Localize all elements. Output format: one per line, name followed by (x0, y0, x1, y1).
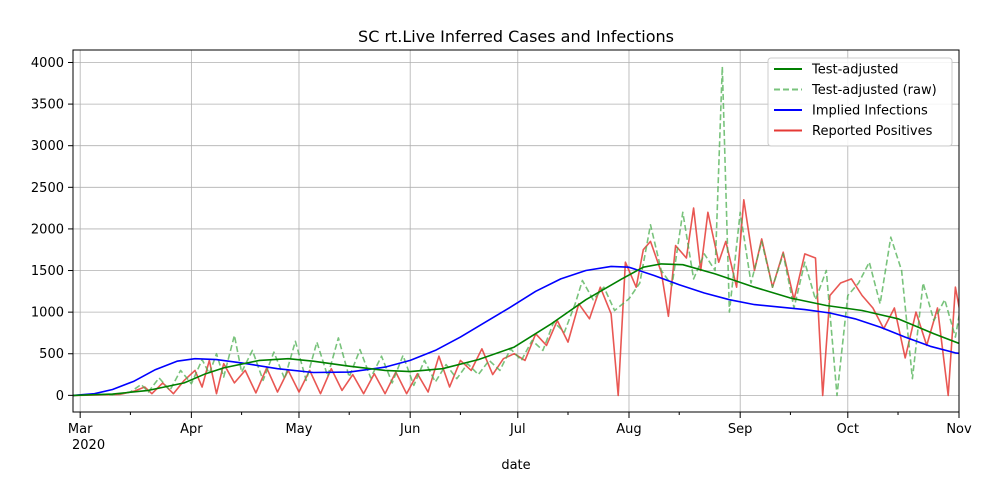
chart-title: SC rt.Live Inferred Cases and Infections (358, 27, 674, 46)
x-tick-label: Aug (616, 422, 641, 437)
legend-box (767, 57, 953, 147)
y-tick-label: 0 (56, 389, 64, 404)
series-line-implied-infections (73, 265, 959, 397)
y-tick-label: 3000 (31, 139, 64, 154)
x-tick-label: Sep (728, 422, 753, 437)
x-tick-label: Jul (509, 422, 526, 437)
legend-label: Test-adjusted (raw) (811, 83, 937, 98)
x-tick-label: Jun (399, 422, 420, 437)
y-tick-label: 4000 (31, 56, 64, 71)
plot-frame (72, 49, 960, 413)
legend: Test-adjusted Test-adjusted (raw) Implied … (767, 57, 953, 147)
series-line-reported-positives (73, 199, 959, 397)
x-axis-label: date (501, 458, 530, 473)
x-tick-label: Mar (68, 422, 93, 437)
y-tick-label: 2500 (31, 181, 64, 196)
y-tick-label: 3500 (31, 98, 64, 113)
series-line-test-adjusted-raw (73, 65, 959, 397)
legend-label: Test-adjusted (811, 63, 898, 78)
series-lines (73, 65, 959, 397)
x-tick-label: Nov (946, 422, 972, 437)
legend-label: Reported Positives (812, 124, 933, 139)
x-tick-label: Apr (180, 422, 203, 437)
y-tick-label: 1500 (31, 264, 64, 279)
series-line-test-adjusted (73, 263, 959, 397)
y-tick-label: 1000 (31, 306, 64, 321)
y-tick-label: 2000 (31, 222, 64, 237)
x-tick-sublabel: 2020 (72, 438, 105, 453)
legend-label: Implied Infections (812, 104, 928, 119)
axes: Mar Apr May Jun Jul Aug Sep Oct Nov 0 500 1000 1500 2… (31, 49, 972, 437)
grid-lines (73, 50, 960, 412)
x-tick-label: May (286, 422, 313, 437)
y-tick-label: 500 (39, 347, 64, 362)
x-tick-label: Oct (837, 422, 859, 437)
